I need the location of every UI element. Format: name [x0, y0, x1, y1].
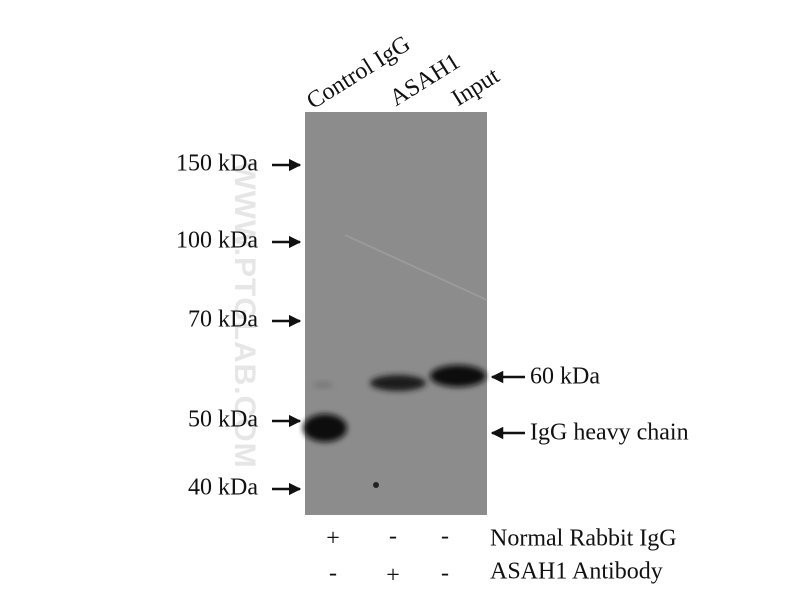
blot: [305, 112, 487, 515]
scratch: [344, 234, 488, 301]
marker-label: 50 kDa: [188, 407, 258, 433]
condition-label: Normal Rabbit IgG: [490, 526, 677, 552]
band-label: IgG heavy chain: [530, 420, 689, 446]
band: [430, 365, 486, 387]
band: [370, 375, 426, 391]
sign: +: [386, 563, 400, 589]
sign: -: [441, 524, 449, 550]
marker-label: 70 kDa: [188, 307, 258, 333]
marker-label: 40 kDa: [188, 475, 258, 501]
band: [313, 382, 333, 388]
band: [303, 414, 347, 442]
marker-label: 100 kDa: [176, 228, 258, 254]
markers: 150 kDa 100 kDa 70 kDa 50 kDa 40 kDa: [176, 151, 525, 501]
sign: -: [441, 561, 449, 587]
band-label: 60 kDa: [530, 364, 600, 390]
spot: [373, 482, 379, 488]
sign: -: [329, 561, 337, 587]
marker-label: 150 kDa: [176, 151, 258, 177]
sign: +: [326, 526, 340, 552]
watermark: WWW.PTGLAB.COM: [228, 161, 261, 468]
sign: -: [389, 524, 397, 550]
condition-label: ASAH1 Antibody: [490, 559, 663, 585]
